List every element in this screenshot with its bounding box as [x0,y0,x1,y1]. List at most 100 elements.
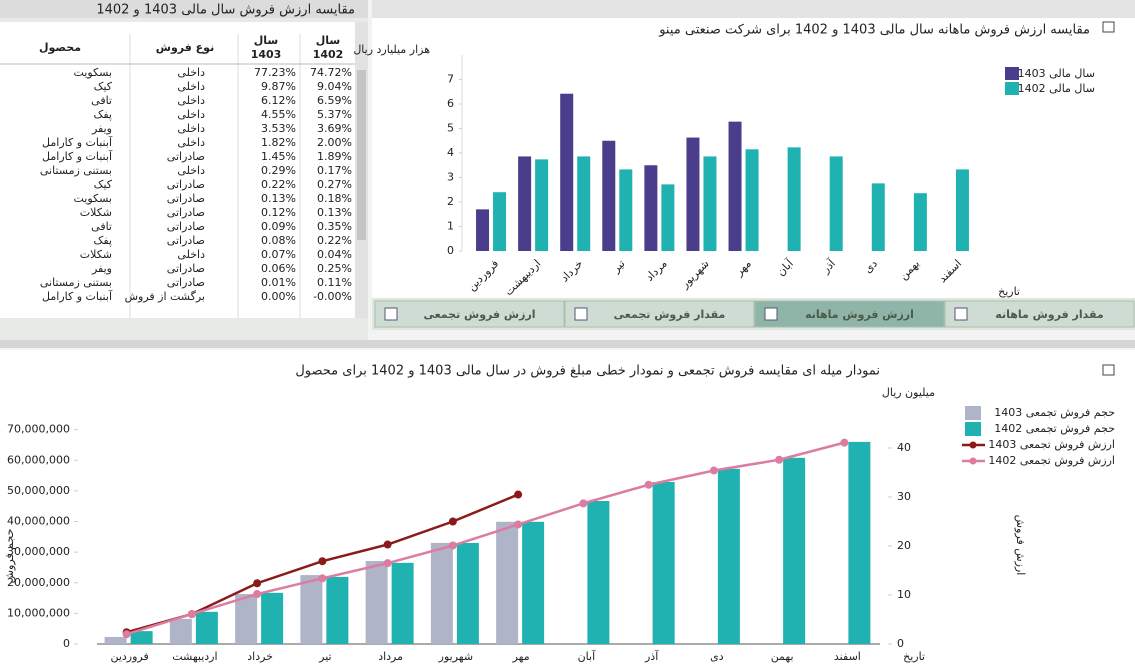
bar [955,169,969,251]
table-cell: -0.00% [313,290,352,303]
bar [430,542,453,644]
y-tick-label: 4 [447,146,454,159]
y-tick-label: 3 [447,171,454,184]
y-tick-label: 50,000,000 [7,484,70,497]
tab[interactable] [564,300,755,328]
table-cell: داخلی [177,248,205,261]
line-marker [187,610,196,619]
table-cell: آبنبات و کارامل [42,135,113,149]
y-tick-label: 1 [447,220,454,233]
scroll-thumb[interactable] [357,70,366,240]
table-cell: صادراتی [167,178,205,191]
line-marker [122,630,131,639]
bar [560,93,574,252]
bar [913,193,927,251]
table-cell: پفک [94,234,112,247]
table-cell: 0.00% [261,290,296,303]
table-cell: 0.06% [261,262,296,275]
table-cell: 0.22% [261,178,296,191]
table-cell: 0.29% [261,164,296,177]
table-cell: 0.04% [317,248,352,261]
legend-swatch [1005,82,1019,95]
bar [261,592,284,644]
y-tick-label: 70,000,000 [7,423,70,436]
table-cell: ویفر [91,262,112,275]
y-tick-label: 2 [447,195,454,208]
tab-label: مقدار فروش تجمعی [614,308,726,321]
bar [587,500,610,644]
y-tick-label: 40,000,000 [7,515,70,528]
bar [104,636,127,644]
table-header: 1403 [251,48,282,61]
table-cell: 0.27% [317,178,352,191]
bar [326,576,349,644]
y2-tick-label: 10 [897,588,911,601]
table-header: محصول [39,41,81,54]
line-marker [840,438,849,447]
table-cell: 0.35% [317,220,352,233]
table-cell: صادراتی [167,150,205,163]
tab[interactable] [374,300,565,328]
y2-tick-label: 20 [897,539,911,552]
bar [783,457,806,644]
table-cell: صادراتی [167,220,205,233]
table-title: مقایسه ارزش فروش سال مالی 1403 و 1402 [96,3,355,18]
tab-icon [954,307,968,321]
table-header: 1402 [313,48,344,61]
tab[interactable] [754,300,945,328]
table-cell: 0.25% [317,262,352,275]
legend-label: ارزش فروش تجمعی 1402 [988,454,1115,467]
table-header: نوع فروش [156,41,214,54]
bar [703,156,717,251]
table-cell: 0.12% [261,206,296,219]
print-icon[interactable] [1102,21,1115,33]
table-body [0,22,355,318]
line-marker [644,480,653,489]
bar [602,140,616,251]
table-cell: بسکویت [74,66,113,79]
table-cell: 6.12% [261,94,296,107]
tab-label: مقدار فروش ماهانه [995,308,1103,321]
y-tick-label: 60,000,000 [7,453,70,466]
bar [871,183,885,251]
table-cell: 74.72% [310,66,352,79]
line-marker [775,455,784,464]
table-cell: 0.07% [261,248,296,261]
table-cell: بستنی زمستانی [40,164,112,177]
table-cell: 1.82% [261,136,296,149]
table-cell: داخلی [177,94,205,107]
table-cell: صادراتی [167,192,205,205]
bar [644,165,658,251]
table-cell: 3.53% [261,122,296,135]
y2-axis-label: ارزش فروش [1014,515,1027,576]
chart-title: نمودار میله ای مقایسه فروش تجمعی و نمودا… [295,364,880,379]
bar [728,121,742,251]
table-cell: آبنبات و کارامل [42,289,113,303]
table-cell: 3.69% [317,122,352,135]
tab[interactable] [944,300,1135,328]
bar [829,156,843,251]
table-cell: 0.11% [317,276,352,289]
bar [456,542,479,644]
tab-icon [764,307,778,321]
bar [661,184,675,251]
bar [391,562,414,644]
table-cell: داخلی [177,108,205,121]
table-cell: ویفر [91,122,112,135]
chart-title: مقایسه ارزش فروش ماهانه سال مالی 1403 و … [658,23,1090,38]
table-cell: شکلات [80,248,112,261]
tab-icon [384,307,398,321]
table-cell: کیک [94,80,113,93]
bar [577,156,591,251]
x-axis-label: تاریخ [998,285,1020,298]
line-marker [448,517,457,526]
table-cell: برگشت از فروش [125,290,205,303]
bar [848,441,871,644]
table-cell: 0.08% [261,234,296,247]
table-cell: بستنی زمستانی [40,276,112,289]
y-axis-label: حجم فروش [3,529,16,584]
table-cell: صادراتی [167,276,205,289]
print-icon[interactable] [1102,364,1115,376]
line-marker [514,520,523,529]
line-marker [253,590,262,599]
